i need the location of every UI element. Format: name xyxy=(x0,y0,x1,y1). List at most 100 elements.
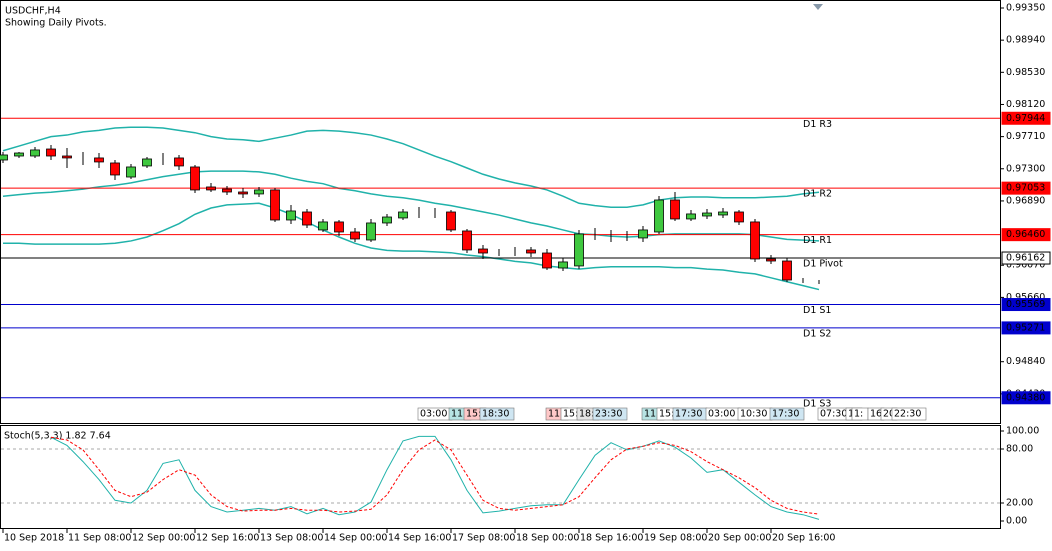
time-marker-box xyxy=(479,407,515,421)
time-marker: 11: xyxy=(451,409,466,420)
candle-body xyxy=(46,148,56,157)
pivot-label: D1 S1 xyxy=(803,305,831,316)
candle-body xyxy=(766,258,776,262)
candle-body xyxy=(446,211,456,231)
price-box xyxy=(1001,251,1051,265)
price-box xyxy=(1001,298,1051,312)
time-marker: 17:30 xyxy=(772,409,799,420)
candle-body xyxy=(318,221,328,231)
pivot-label: D1 R3 xyxy=(803,119,832,130)
price-box xyxy=(1001,228,1051,242)
y-tick-label: 0.98940 xyxy=(1006,35,1045,46)
price-box xyxy=(1001,321,1051,335)
candle-body xyxy=(462,230,472,251)
stoch-line xyxy=(50,435,820,520)
time-marker: 20 xyxy=(883,409,895,420)
price-box xyxy=(1001,181,1051,195)
time-marker: 11: xyxy=(644,409,659,420)
x-tick-label: 12 Sep 00:00 xyxy=(132,533,195,544)
candle-body xyxy=(286,210,296,221)
y-tick-label: 100.00 xyxy=(1006,426,1039,437)
candle-body xyxy=(254,189,264,195)
chart-subtitle: Showing Daily Pivots. xyxy=(5,18,107,29)
candle-body xyxy=(270,189,280,221)
y-tick-label: 0.99350 xyxy=(1006,2,1045,13)
candle-body xyxy=(670,199,680,220)
price-box-label: 0.95271 xyxy=(1006,322,1045,333)
candle-body xyxy=(526,249,536,254)
pivot-label: D1 S3 xyxy=(803,398,831,409)
price-box-label: 0.97053 xyxy=(1006,183,1045,194)
x-tick-label: 13 Sep 08:00 xyxy=(260,533,323,544)
y-tick-label: 20.00 xyxy=(1006,498,1033,509)
time-marker: 10:30 xyxy=(740,409,767,420)
price-box-label: 0.96460 xyxy=(1006,229,1045,240)
candle-body xyxy=(750,221,760,260)
stoch-pane xyxy=(0,425,1001,529)
candle-body xyxy=(734,211,744,223)
time-marker: 11: xyxy=(548,409,563,420)
y-tick-label: 80.00 xyxy=(1006,444,1033,455)
time-marker: 18: xyxy=(579,409,594,420)
candle-body xyxy=(238,191,248,195)
time-marker: 17:30 xyxy=(675,409,702,420)
y-tick-label: 0.98530 xyxy=(1006,67,1045,78)
y-tick-label: 0.97300 xyxy=(1006,163,1045,174)
price-box-label: 0.97944 xyxy=(1006,113,1045,124)
pivot-label: D1 R2 xyxy=(803,189,832,200)
pivot-label: D1 S2 xyxy=(803,328,831,339)
y-tick-label: 0.97710 xyxy=(1006,131,1045,142)
candle-body xyxy=(0,154,8,161)
stoch-line xyxy=(50,436,820,515)
candle-body xyxy=(222,188,232,193)
time-marker: 15: xyxy=(659,409,674,420)
time-marker: 15: xyxy=(563,409,578,420)
y-tick-label: 0.98120 xyxy=(1006,99,1045,110)
x-tick-label: 14 Sep 16:00 xyxy=(388,533,451,544)
shift-marker xyxy=(813,4,823,10)
candle-body xyxy=(702,212,712,217)
x-tick-label: 20 Sep 00:00 xyxy=(708,533,771,544)
price-box-label: 0.94380 xyxy=(1006,392,1045,403)
time-marker: 16 xyxy=(870,409,882,420)
x-tick-label: 10 Sep 2018 xyxy=(4,533,64,544)
price-box-label: 0.95569 xyxy=(1006,299,1045,310)
x-tick-label: 20 Sep 16:00 xyxy=(772,533,835,544)
candle-body xyxy=(126,166,136,178)
candle-body xyxy=(206,186,216,191)
x-tick-label: 18 Sep 16:00 xyxy=(580,533,643,544)
candle-body xyxy=(478,248,488,254)
band-line xyxy=(2,170,820,242)
candle-body xyxy=(558,261,568,269)
candle-body xyxy=(542,252,552,269)
x-tick-label: 18 Sep 00:00 xyxy=(516,533,579,544)
candle-body xyxy=(110,162,120,176)
time-marker: 23:30 xyxy=(595,409,622,420)
candle-body xyxy=(782,260,792,281)
candle-body xyxy=(718,211,728,216)
time-marker: 22:30 xyxy=(894,409,921,420)
band-line xyxy=(2,126,820,208)
y-tick-label: 0.00 xyxy=(1006,516,1027,527)
time-marker-box xyxy=(769,407,805,421)
y-tick-label: 0.94840 xyxy=(1006,356,1045,367)
time-marker-box xyxy=(891,407,927,421)
chart-title: USDCHF,H4 xyxy=(5,6,61,17)
candle-body xyxy=(574,233,584,267)
time-marker: 18:30 xyxy=(482,409,509,420)
y-tick-label: 0.96070 xyxy=(1006,260,1045,271)
candle-body xyxy=(142,158,152,167)
price-box xyxy=(1001,111,1051,125)
candle-body xyxy=(334,221,344,233)
candle-body xyxy=(654,199,664,233)
stoch-title: Stoch(5,3,3) 1.82 7.64 xyxy=(4,431,111,442)
candle-body xyxy=(638,229,648,239)
time-marker: 1: xyxy=(854,409,863,420)
candle-body xyxy=(94,157,104,163)
candle-body xyxy=(14,152,24,157)
candle-body xyxy=(302,211,312,226)
x-tick-label: 12 Sep 16:00 xyxy=(196,533,259,544)
time-marker: 03:00 xyxy=(708,409,735,420)
